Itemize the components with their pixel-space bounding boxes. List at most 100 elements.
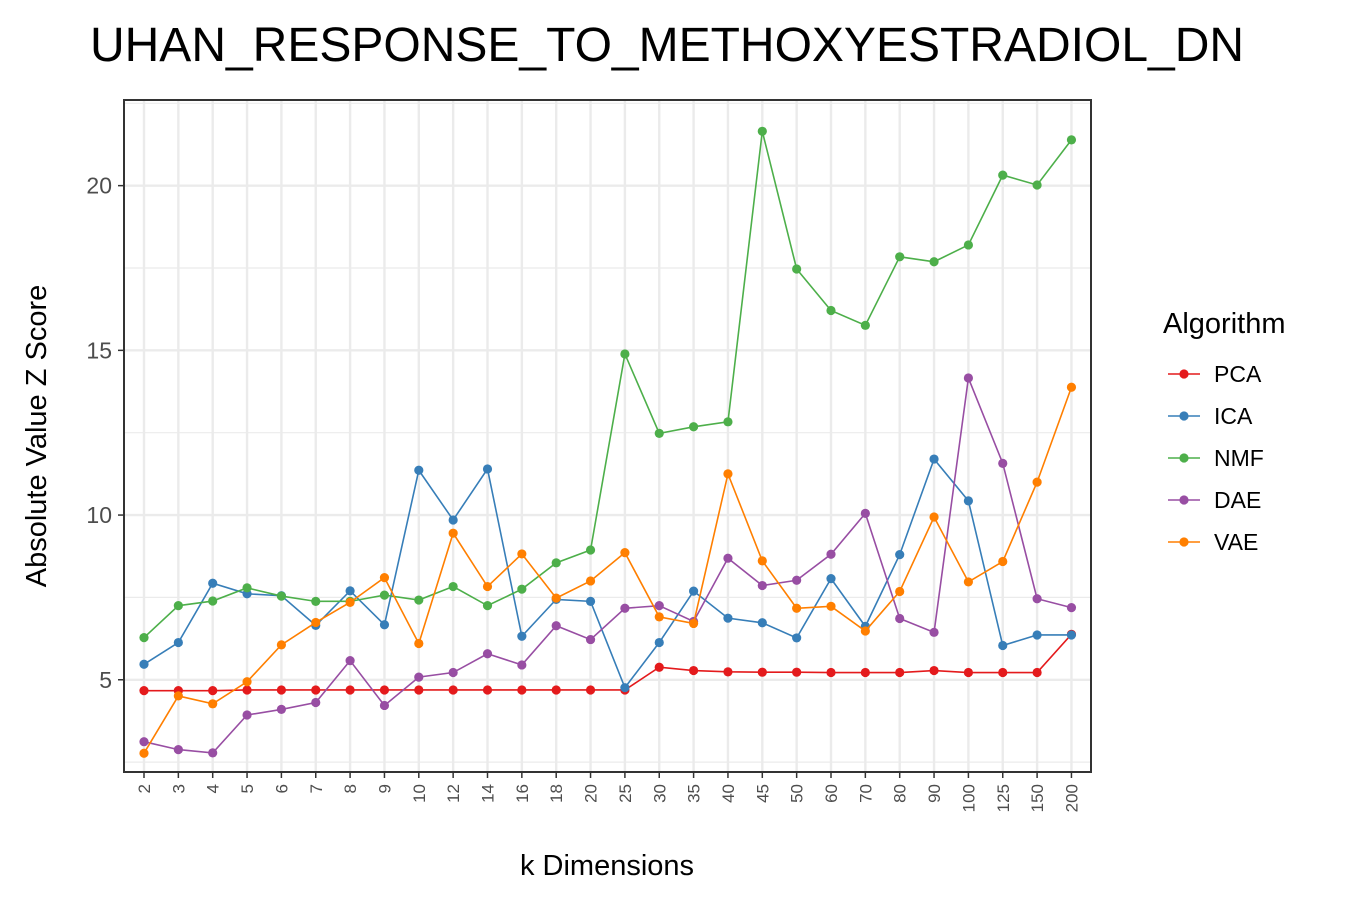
x-tick-label: 8 <box>341 784 360 793</box>
data-point-nmf <box>620 349 630 359</box>
data-point-nmf <box>448 581 458 592</box>
data-point-ica <box>620 683 630 693</box>
data-point-nmf <box>792 264 802 274</box>
data-point-dae <box>173 745 183 755</box>
data-point-pca <box>448 685 458 695</box>
data-point-dae <box>208 748 218 758</box>
data-point-vae <box>998 556 1008 567</box>
data-point-pca <box>585 685 596 695</box>
data-point-ica <box>998 640 1008 651</box>
legend-item-ica: ICA <box>1168 403 1253 429</box>
data-point-dae <box>654 601 664 611</box>
data-point-pca <box>929 665 939 676</box>
x-tick-label: 2 <box>135 784 154 793</box>
data-point-vae <box>585 576 596 586</box>
data-point-nmf <box>482 601 493 611</box>
data-point-ica <box>1032 630 1042 640</box>
data-point-vae <box>792 603 802 613</box>
data-point-pca <box>826 667 836 678</box>
data-point-dae <box>242 710 252 720</box>
data-point-dae <box>379 700 390 711</box>
x-tick-label: 150 <box>1028 784 1047 812</box>
series-ica <box>139 454 1077 693</box>
data-point-dae <box>311 697 321 708</box>
legend-item-nmf: NMF <box>1168 445 1264 471</box>
series-line-nmf <box>143 131 1073 639</box>
data-point-nmf <box>1066 135 1077 145</box>
series-pca <box>139 629 1077 696</box>
x-tick-label: 90 <box>925 784 944 803</box>
data-point-nmf <box>757 126 767 136</box>
data-point-nmf <box>276 591 286 601</box>
data-point-nmf <box>963 240 974 250</box>
legend-label-nmf: NMF <box>1214 445 1264 471</box>
legend-key-point <box>1179 495 1189 505</box>
data-point-pca <box>723 667 733 677</box>
x-tick-label: 4 <box>204 784 223 793</box>
data-point-vae <box>414 638 424 649</box>
x-tick-label: 70 <box>856 784 875 803</box>
data-point-dae <box>139 737 149 747</box>
data-point-vae <box>517 549 527 559</box>
data-point-vae <box>173 691 183 701</box>
data-point-ica <box>448 515 458 525</box>
y-axis-title: Absolute Value Z Score <box>21 285 53 588</box>
data-point-ica <box>414 465 424 475</box>
data-point-dae <box>448 667 458 678</box>
series-line-ica <box>143 457 1072 690</box>
x-tick-label: 18 <box>547 784 566 803</box>
x-tick-label: 35 <box>685 784 704 803</box>
data-point-pca <box>654 662 664 672</box>
y-tick-label: 5 <box>99 667 112 693</box>
data-point-ica <box>963 496 974 506</box>
data-point-vae <box>1032 477 1042 487</box>
x-tick-label: 3 <box>169 784 188 793</box>
data-point-pca <box>276 685 286 695</box>
data-point-nmf <box>998 170 1008 180</box>
x-tick-label: 25 <box>616 784 635 803</box>
data-point-vae <box>620 548 630 558</box>
data-point-nmf <box>723 417 733 427</box>
data-point-pca <box>963 667 974 678</box>
data-point-ica <box>723 613 733 623</box>
x-tick-label: 45 <box>753 784 772 803</box>
data-point-pca <box>1032 667 1042 678</box>
data-point-dae <box>482 649 493 659</box>
data-point-ica <box>654 637 664 648</box>
data-point-dae <box>1032 594 1042 604</box>
data-point-nmf <box>379 590 390 600</box>
x-tick-label: 5 <box>238 784 257 793</box>
data-point-vae <box>757 556 767 566</box>
data-point-pca <box>517 685 527 695</box>
data-point-dae <box>551 621 561 631</box>
legend-label-ica: ICA <box>1214 403 1253 429</box>
data-point-vae <box>689 618 699 629</box>
data-point-vae <box>379 573 390 583</box>
data-point-pca <box>208 686 218 696</box>
data-point-ica <box>345 586 355 596</box>
data-point-ica <box>208 578 218 588</box>
data-point-nmf <box>585 545 596 555</box>
series-line-dae <box>143 374 1072 754</box>
legend-item-pca: PCA <box>1168 361 1262 387</box>
x-tick-label: 9 <box>375 784 394 793</box>
legend-label-vae: VAE <box>1214 529 1258 555</box>
legend-key-point <box>1179 411 1189 421</box>
data-point-vae <box>654 612 664 622</box>
y-tick-label: 10 <box>86 502 112 528</box>
data-point-dae <box>792 575 802 585</box>
data-point-dae <box>620 603 630 613</box>
data-point-vae <box>1066 382 1077 392</box>
data-point-dae <box>895 613 905 624</box>
data-point-nmf <box>929 257 939 267</box>
plot-panel-border <box>123 99 1092 773</box>
x-tick-label: 60 <box>822 784 841 803</box>
data-point-nmf <box>860 320 870 330</box>
data-point-nmf <box>1032 180 1042 190</box>
x-tick-label: 7 <box>307 784 326 793</box>
legend-items: PCA ICA NMF DAE VAE <box>1168 361 1264 555</box>
data-point-vae <box>929 512 939 522</box>
data-point-pca <box>792 667 802 677</box>
legend-label-pca: PCA <box>1214 361 1262 387</box>
